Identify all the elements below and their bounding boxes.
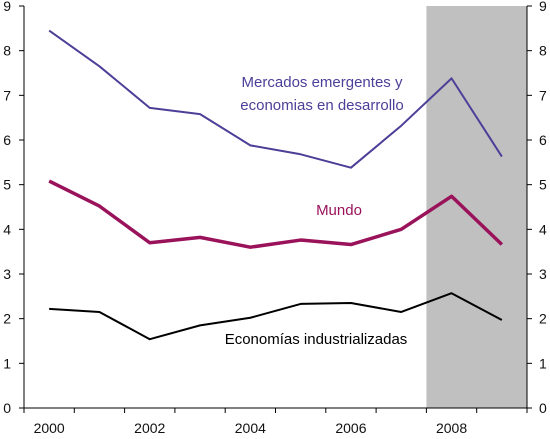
y-tick-label-left: 2 xyxy=(3,311,11,327)
y-tick-label-left: 9 xyxy=(3,0,11,14)
axes: 0 0 1 1 2 2 3 3 4 4 5 5 6 6 7 7 8 8 9 9 2000 2002 2004 2006 2008 xyxy=(3,0,547,436)
series-labels: Mercados emergentes y economias en desarr… xyxy=(225,74,408,348)
y-tick-label-right: 8 xyxy=(539,43,547,59)
y-tick-label-right: 4 xyxy=(539,221,547,237)
y-tick-label-left: 4 xyxy=(3,221,11,237)
series-line-emerging-markets xyxy=(48,29,503,169)
series-line-world xyxy=(48,179,504,249)
y-tick-label-left: 3 xyxy=(3,266,11,282)
x-tick-label: 2002 xyxy=(134,420,165,436)
y-tick-label-right: 5 xyxy=(539,177,547,193)
x-tick-label: 2006 xyxy=(335,420,366,436)
y-tick-label-left: 5 xyxy=(3,177,11,193)
x-tick-label: 2008 xyxy=(436,420,467,436)
series-label-emerging-markets: Mercados emergentes y xyxy=(242,74,403,91)
y-tick-label-right: 6 xyxy=(539,132,547,148)
y-tick-label-right: 1 xyxy=(539,355,547,371)
y-tick-label-right: 0 xyxy=(539,400,547,416)
series-label-world: Mundo xyxy=(316,202,362,219)
y-tick-label-left: 1 xyxy=(3,355,11,371)
y-tick-label-right: 3 xyxy=(539,266,547,282)
y-tick-label-right: 7 xyxy=(539,87,547,103)
y-tick-label-left: 7 xyxy=(3,87,11,103)
y-tick-label-left: 0 xyxy=(3,400,11,416)
x-tick-label: 2000 xyxy=(34,420,65,436)
series-layer xyxy=(48,29,504,341)
series-label-industrialized: Economías industrializadas xyxy=(225,331,408,348)
shaded-period-2008-2009 xyxy=(426,6,527,408)
series-label-emerging-markets: economias en desarrollo xyxy=(240,97,403,114)
y-tick-label-left: 8 xyxy=(3,43,11,59)
y-tick-label-left: 6 xyxy=(3,132,11,148)
y-tick-label-right: 2 xyxy=(539,311,547,327)
x-tick-label: 2004 xyxy=(235,420,266,436)
series-line-industrialized xyxy=(49,292,503,341)
y-tick-label-right: 9 xyxy=(539,0,547,14)
